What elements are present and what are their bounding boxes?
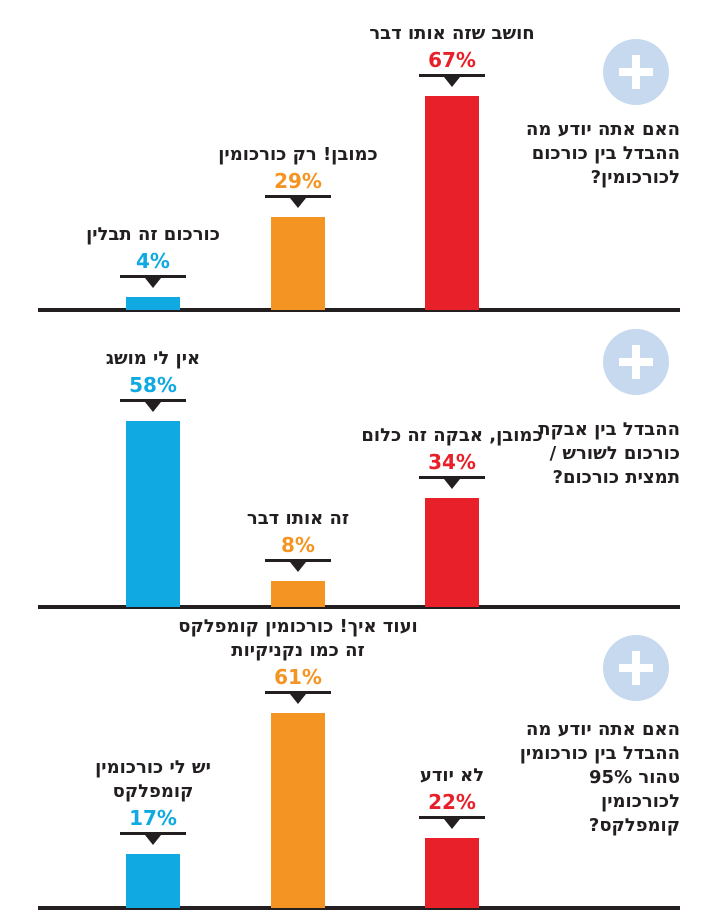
question: ההבדל בין אבקת כורכום לשורש / תמצית כורכ…: [538, 419, 680, 488]
marker-arrow: [290, 198, 306, 209]
value-label: 67%: [428, 47, 476, 72]
marker-line: [419, 73, 485, 77]
value-label: 61%: [274, 664, 322, 689]
baseline: [38, 605, 680, 609]
marker-arrow: [145, 834, 161, 845]
bar: [425, 498, 479, 607]
marker-line: [265, 195, 331, 199]
marker-line: [120, 275, 186, 279]
marker-line: [419, 815, 485, 819]
marker-line: [265, 559, 331, 563]
marker-arrow: [145, 402, 161, 413]
marker-arrow: [145, 278, 161, 289]
question: האם אתה יודע מה ההבדל בין כורכומין טהור …: [519, 719, 680, 836]
category-label: כמובן! רק כורכומין: [218, 144, 378, 166]
category-label: לא יודע: [419, 764, 485, 786]
marker-arrow: [290, 693, 306, 704]
bar: [425, 95, 479, 310]
bar: [271, 712, 325, 908]
value-label: 4%: [136, 249, 170, 274]
marker-arrow: [290, 562, 306, 573]
value-label: 34%: [428, 450, 476, 475]
marker-line: [120, 399, 186, 403]
question: האם אתה יודע מה ההבדל בין כורכום לכורכומ…: [525, 119, 680, 188]
bar: [126, 297, 180, 310]
marker-line: [265, 690, 331, 694]
marker-line: [120, 831, 186, 835]
bar: [271, 581, 325, 607]
category-label: יש לי כורכומין קומפלקס: [95, 756, 211, 802]
category-label: אין לי מושג: [105, 348, 201, 370]
category-label: זה אותו דבר: [246, 508, 350, 530]
category-label: כמובן, אבקה זה כלום: [361, 425, 543, 447]
marker-arrow: [444, 818, 460, 829]
value-label: 22%: [428, 789, 476, 814]
plus-icon: [603, 329, 669, 395]
bar: [126, 421, 180, 607]
category-label: ועוד איך! כורכומין קומפלקס זה כמו נקניקי…: [178, 615, 418, 661]
value-label: 8%: [281, 533, 315, 558]
marker-arrow: [444, 76, 460, 87]
bar: [271, 217, 325, 310]
marker-line: [419, 476, 485, 480]
value-label: 17%: [129, 805, 177, 830]
bar: [126, 853, 180, 908]
marker-arrow: [444, 479, 460, 490]
baseline: [38, 308, 680, 312]
plus-icon: [603, 39, 669, 105]
baseline: [38, 906, 680, 910]
value-label: 29%: [274, 169, 322, 194]
value-label: 58%: [129, 373, 177, 398]
category-label: כורכום זה תבלין: [86, 224, 220, 246]
bar: [425, 837, 479, 908]
category-label: חושב שזה אותו דבר: [369, 22, 535, 44]
plus-icon: [603, 635, 669, 701]
